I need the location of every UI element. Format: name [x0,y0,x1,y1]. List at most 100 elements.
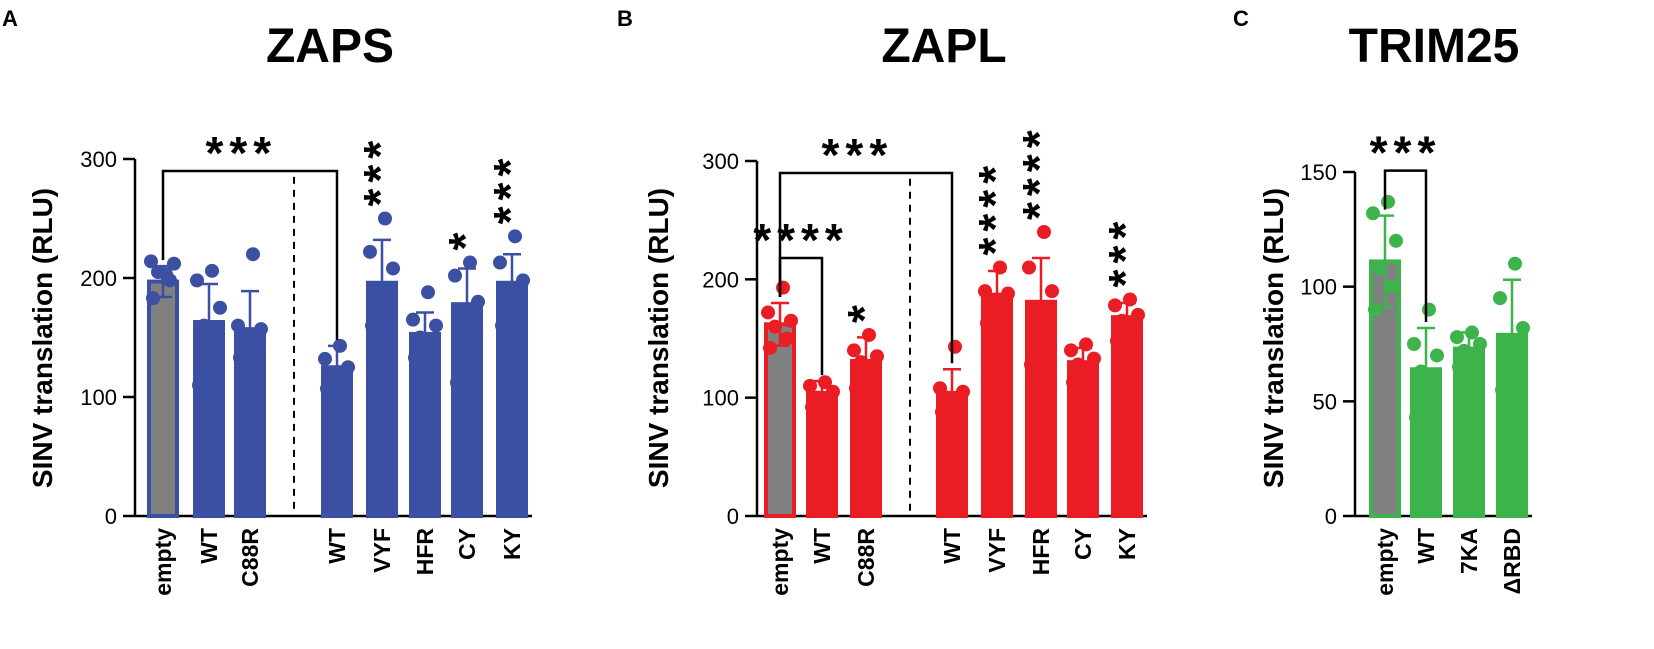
significance-label: *** [1370,127,1442,179]
data-point [213,300,227,315]
data-point [337,375,351,390]
significance-label: * [838,299,890,323]
significance-label: * [439,227,491,251]
data-point [450,375,464,390]
y-axis-label: SINV translation (RLU) [1258,188,1289,488]
bar-empty [764,322,796,518]
data-point [1452,359,1466,374]
y-tick-label: 300 [702,149,739,174]
data-point [948,339,962,354]
data-point [1473,337,1487,351]
data-point [320,381,334,396]
data-point [370,285,384,300]
data-point [1516,320,1530,335]
data-point [818,375,832,390]
x-tick-label: WT [809,528,835,564]
significance-bracket [1383,169,1428,322]
data-point [1045,284,1059,299]
y-tick-label: 100 [1300,275,1337,300]
data-point [978,284,992,299]
significance-label: *** [354,135,406,207]
data-point [421,285,435,300]
data-point [803,378,817,393]
data-point [516,273,530,288]
data-point [413,330,427,345]
x-tick-label: C88R [237,528,263,587]
significance-label: *** [822,129,894,181]
x-tick-label: CY [454,528,480,560]
y-axis-label: SINV translation (RLU) [643,188,674,488]
significance-bracket [778,256,824,376]
data-point [318,351,332,366]
data-point [1041,331,1055,346]
data-point [1508,256,1522,271]
data-point [1108,298,1122,313]
data-point [333,338,347,353]
data-point [1385,279,1399,294]
data-point [854,355,868,370]
data-point [1066,375,1080,390]
y-tick-label: 200 [80,266,117,291]
data-point [250,332,264,347]
chart-title: ZAPS [266,20,394,73]
bar-vyf [981,292,1013,519]
x-tick-label: CY [1070,528,1096,560]
data-point [146,291,160,306]
x-tick-label: WT [1413,528,1439,564]
data-point [761,305,775,320]
data-point [1465,325,1479,340]
data-point [1366,206,1380,221]
data-point [1495,382,1509,397]
data-point [826,384,840,399]
data-point [1512,362,1526,377]
data-point [205,263,219,278]
data-point [1083,364,1097,379]
data-point [197,318,211,333]
panel-label-c: C [1233,6,1249,31]
data-point [455,309,469,324]
data-point [1087,351,1101,366]
data-point [209,342,223,357]
data-point [1381,194,1395,209]
y-tick-label: 0 [105,504,117,529]
data-point [382,304,396,319]
data-point [1457,343,1471,358]
data-point [406,312,420,327]
panel-label-b: B [617,6,633,31]
data-point [1450,330,1464,345]
x-tick-label: KY [499,528,525,560]
data-point [763,340,777,355]
data-point [935,404,949,419]
data-point [870,349,884,364]
x-tick-label: empty [767,528,793,596]
data-point [952,396,966,411]
data-point [1001,286,1015,301]
data-point [1368,302,1382,317]
x-tick-label: C88R [853,528,879,587]
data-point [463,255,477,270]
data-point [1373,261,1387,276]
data-point [471,294,485,309]
data-point [810,390,824,405]
data-point [1115,313,1129,328]
data-point [1500,348,1514,363]
significance-label: *** [1099,216,1151,288]
x-tick-label: WT [939,528,965,564]
data-point [847,343,861,358]
x-tick-label: empty [1372,528,1398,596]
data-point [365,318,379,333]
chart-title: ZAPL [881,20,1006,73]
significance-label: **** [969,160,1021,256]
data-point [1037,225,1051,239]
data-point [408,350,422,365]
panel-c: C TRIM25 SINV translation (RLU) 0 50 100 15… [1233,6,1532,596]
x-tick-label: 7KA [1456,528,1482,574]
bar-ky [496,280,528,519]
data-point [862,327,876,342]
data-point [1414,364,1428,379]
data-point [1469,348,1483,363]
data-point [1426,389,1440,404]
data-point [190,273,204,288]
y-tick-label: 50 [1313,389,1337,414]
